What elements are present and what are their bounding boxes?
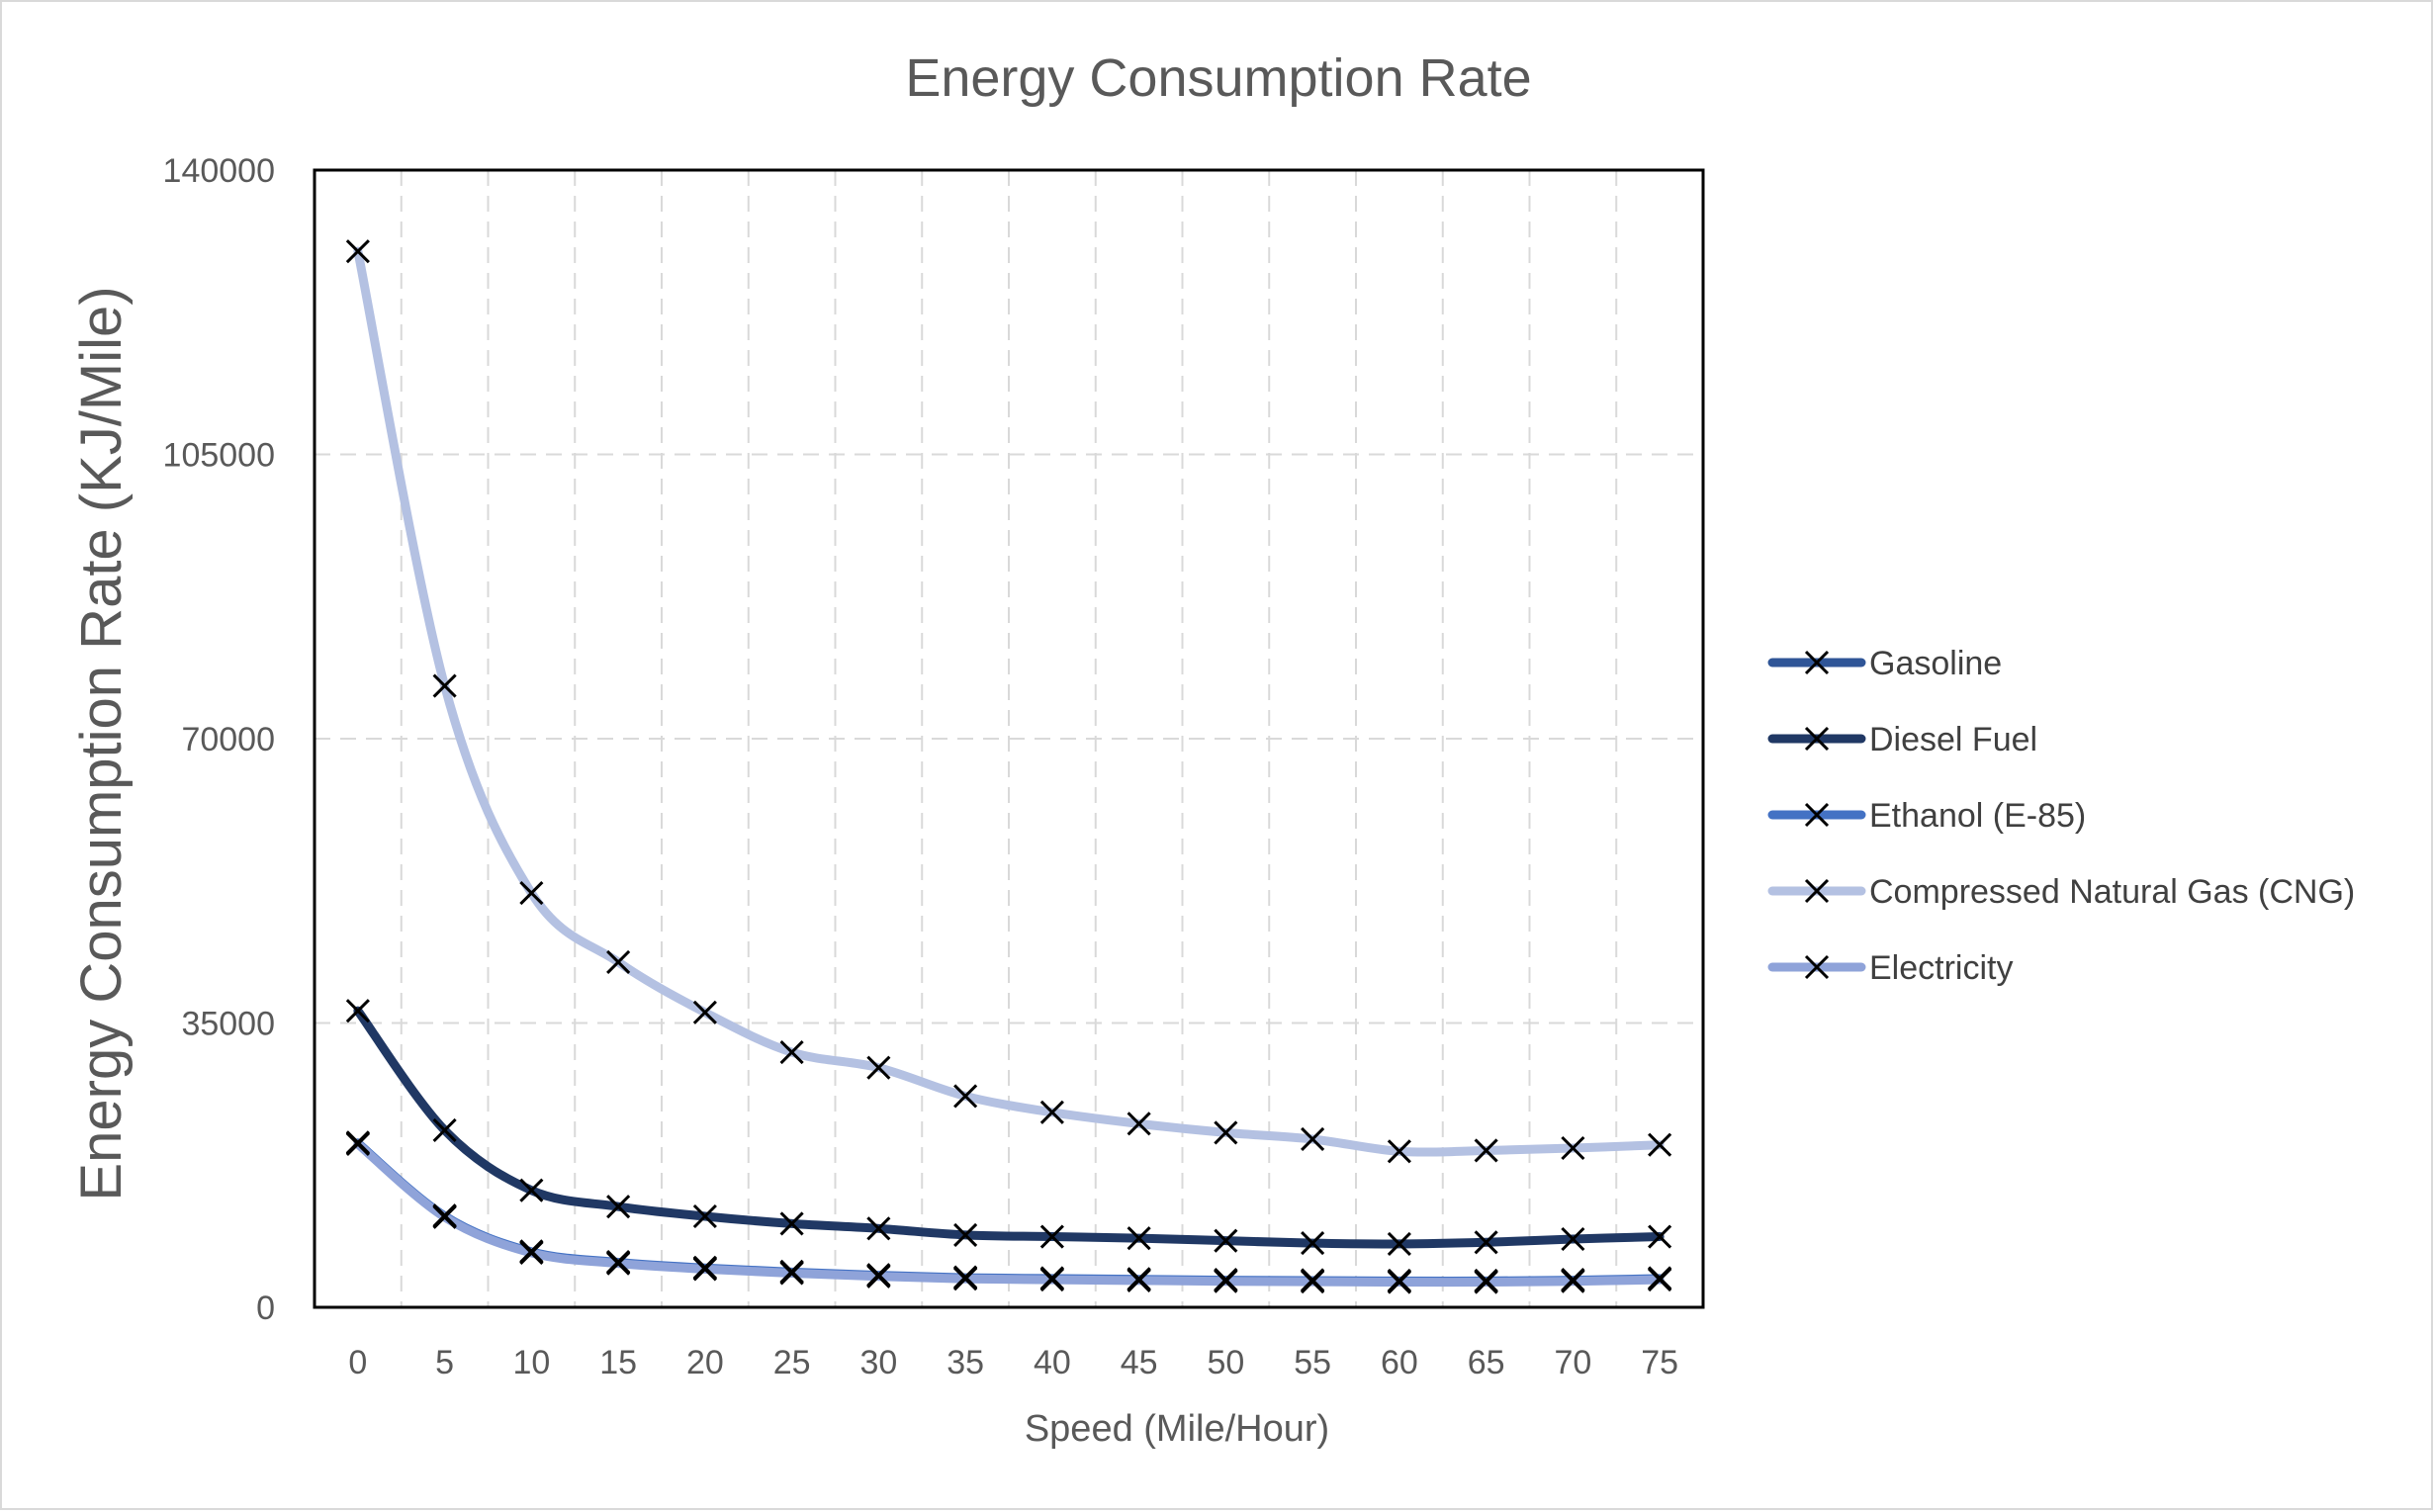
data-point-electricity [1214,1269,1238,1293]
data-point-compressed-natural-gas-cng [953,1084,978,1109]
series-lines [353,246,1665,1288]
x-tick-label: 0 [348,1344,367,1381]
data-point-compressed-natural-gas-cng [1648,1132,1672,1157]
series-line-diesel-fuel [353,1006,1665,1249]
data-point-compressed-natural-gas-cng [1387,1139,1411,1164]
y-tick-label: 35000 [181,1006,275,1043]
data-point-compressed-natural-gas-cng [606,949,631,974]
y-axis-ticks: 0 35000 70000 105000 140000 [163,152,275,1327]
data-point-diesel-fuel [1561,1226,1585,1252]
data-point-electricity [1561,1269,1585,1293]
data-point-compressed-natural-gas-cng [1301,1126,1325,1152]
data-point-compressed-natural-gas-cng [1214,1120,1238,1145]
data-point-electricity [692,1257,717,1282]
x-axis-ticks: 0 5 10 15 20 25 30 35 40 45 50 55 60 65 70 75 [348,1344,1678,1381]
y-axis-title: Energy Consumption Rate (KJ/Mile) [69,286,134,1201]
data-point-diesel-fuel [1126,1226,1151,1251]
grid [315,170,1703,1307]
x-tick-label: 35 [946,1344,984,1381]
data-point-diesel-fuel [606,1195,631,1219]
data-point-compressed-natural-gas-cng [432,673,457,698]
legend-label: Electricity [1869,949,2013,987]
x-tick-label: 70 [1554,1344,1591,1381]
data-point-electricity [432,1204,457,1229]
series-line-compressed-natural-gas-cng [353,246,1665,1157]
x-tick-label: 75 [1641,1344,1678,1381]
data-point-compressed-natural-gas-cng [1126,1112,1151,1136]
data-point-electricity [866,1264,891,1289]
legend-item-compressed-natural-gas-cng: Compressed Natural Gas (CNG) [1767,873,2355,911]
data-point-compressed-natural-gas-cng [1561,1135,1585,1161]
y-tick-label: 105000 [163,437,275,475]
data-point-compressed-natural-gas-cng [866,1055,891,1080]
legend-item-gasoline: Gasoline [1767,645,2002,682]
x-tick-label: 40 [1034,1344,1071,1381]
x-tick-label: 10 [512,1344,550,1381]
data-point-compressed-natural-gas-cng [692,1000,717,1024]
data-point-diesel-fuel [519,1178,544,1202]
data-point-electricity [345,1131,370,1156]
data-point-diesel-fuel [866,1216,891,1241]
data-point-diesel-fuel [1474,1230,1498,1255]
legend-marker [1804,650,1830,675]
data-point-diesel-fuel [1301,1231,1325,1256]
data-point-electricity [1039,1268,1064,1292]
x-tick-label: 20 [686,1344,724,1381]
data-point-diesel-fuel [779,1211,804,1236]
data-point-diesel-fuel [1039,1224,1064,1249]
data-point-diesel-fuel [432,1117,457,1142]
legend-marker [1804,954,1830,980]
plot-area-border [313,168,1705,1309]
data-point-electricity [1126,1268,1151,1292]
x-tick-label: 15 [599,1344,637,1381]
data-point-electricity [1648,1268,1672,1292]
y-tick-label: 70000 [181,721,275,758]
legend-item-electricity: Electricity [1767,949,2013,987]
data-point-diesel-fuel [345,999,370,1023]
x-axis-title: Speed (Mile/Hour) [1025,1408,1329,1450]
x-tick-label: 60 [1381,1344,1418,1381]
data-point-compressed-natural-gas-cng [779,1040,804,1065]
legend-item-ethanol-e-85: Ethanol (E-85) [1767,797,2086,835]
legend-marker [1804,726,1830,752]
legend-label: Gasoline [1869,645,2002,682]
series-markers [345,239,1672,1294]
data-point-electricity [519,1240,544,1266]
data-point-electricity [1474,1270,1498,1294]
legend-label: Compressed Natural Gas (CNG) [1869,873,2355,911]
data-point-electricity [953,1267,978,1291]
series-line-electricity [353,1139,1665,1288]
data-point-compressed-natural-gas-cng [1474,1138,1498,1163]
data-point-diesel-fuel [1648,1224,1672,1249]
x-tick-label: 25 [773,1344,811,1381]
data-point-electricity [1387,1270,1411,1294]
x-tick-label: 65 [1468,1344,1505,1381]
data-point-diesel-fuel [1214,1228,1238,1253]
y-tick-label: 140000 [163,152,275,190]
legend-label: Diesel Fuel [1869,721,2037,758]
legend-label: Ethanol (E-85) [1869,797,2086,835]
data-point-diesel-fuel [953,1222,978,1247]
data-point-compressed-natural-gas-cng [1039,1100,1064,1124]
data-point-electricity [1301,1270,1325,1294]
data-point-diesel-fuel [1387,1231,1411,1256]
legend-marker [1804,878,1830,904]
x-tick-label: 50 [1207,1344,1244,1381]
y-tick-label: 0 [256,1290,275,1327]
data-point-electricity [606,1251,631,1276]
data-point-electricity [779,1261,804,1286]
x-tick-label: 30 [859,1344,897,1381]
data-point-compressed-natural-gas-cng [345,239,370,264]
legend: Gasoline Diesel Fuel Ethanol (E-85) Compres… [1767,645,2355,987]
legend-item-diesel-fuel: Diesel Fuel [1767,721,2037,758]
legend-marker [1804,802,1830,828]
data-point-compressed-natural-gas-cng [519,881,544,906]
x-tick-label: 5 [435,1344,454,1381]
chart-title: Energy Consumption Rate [905,48,1531,108]
x-tick-label: 45 [1121,1344,1158,1381]
x-tick-label: 55 [1294,1344,1331,1381]
data-point-diesel-fuel [692,1203,717,1229]
